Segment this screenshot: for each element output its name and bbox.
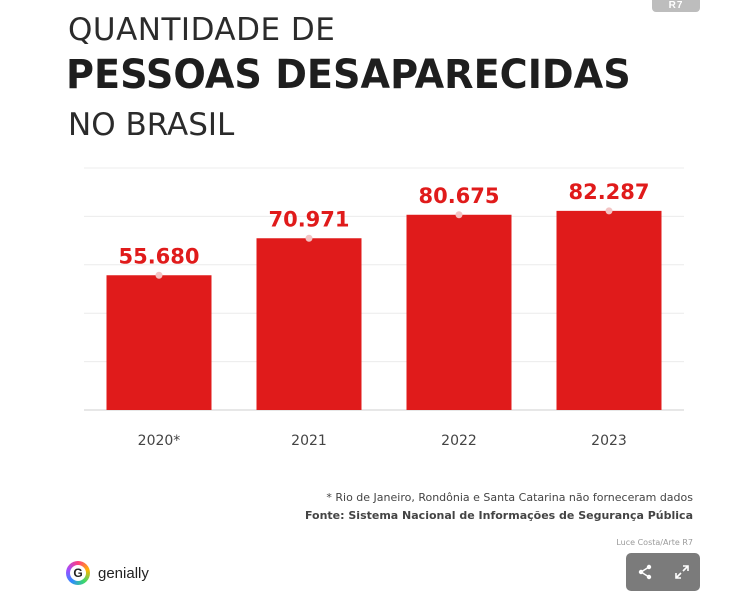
share-icon [638, 564, 651, 580]
data-label-3: 82.287 [568, 180, 649, 204]
data-label-2: 80.675 [418, 184, 499, 208]
genially-logo-icon: G [66, 561, 90, 585]
fullscreen-button[interactable] [671, 561, 693, 583]
share-button[interactable] [634, 561, 656, 583]
title-line-1: QUANTIDADE DE [68, 12, 336, 48]
data-label-0: 55.680 [118, 244, 199, 268]
data-label-1: 70.971 [268, 207, 349, 231]
bar-2 [406, 214, 512, 410]
x-tick-label-3: 2023 [591, 433, 627, 449]
genially-brand[interactable]: G genially [66, 561, 149, 585]
bar-marker-1 [305, 234, 313, 242]
viewer-controls [626, 553, 700, 591]
bar-3 [556, 210, 662, 410]
bar-marker-3 [605, 207, 613, 215]
genially-logo-letter: G [70, 565, 86, 581]
x-tick-label-1: 2021 [291, 433, 327, 449]
art-credit: Luce Costa/Arte R7 [616, 538, 693, 547]
source-note: Fonte: Sistema Nacional de Informações d… [304, 509, 693, 522]
x-tick-label-2: 2022 [441, 433, 477, 449]
x-tick-label-0: 2020* [138, 433, 181, 449]
bar-0 [106, 275, 212, 410]
r7-logo: R7 [652, 0, 700, 12]
bar-1 [256, 238, 362, 410]
genially-name: genially [98, 564, 149, 582]
footnote: * Rio de Janeiro, Rondônia e Santa Catar… [326, 491, 693, 504]
title-line-2: PESSOAS DESAPARECIDAS [66, 52, 631, 98]
title-line-3: NO BRASIL [68, 107, 235, 143]
expand-icon [674, 565, 689, 579]
bar-marker-2 [455, 211, 463, 219]
bar-marker-0 [155, 271, 163, 279]
